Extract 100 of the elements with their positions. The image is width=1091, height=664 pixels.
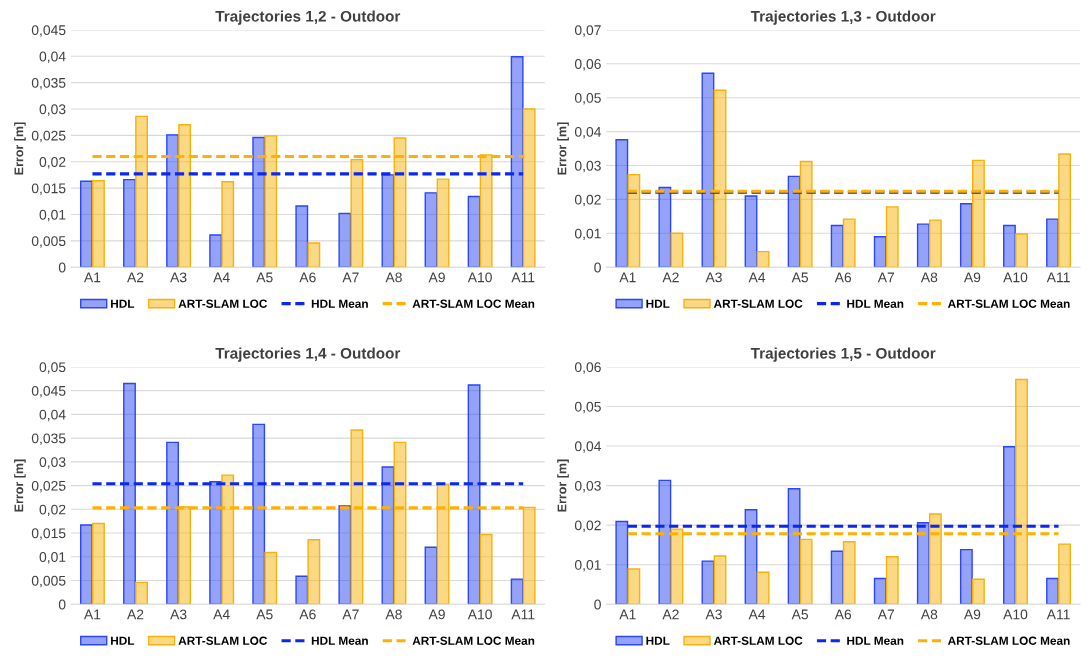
bar [627,173,641,268]
bar [799,160,813,268]
y-tick-label: 0,04 [574,441,602,453]
y-tick-label: 0,03 [574,480,601,493]
bar [209,234,223,268]
bar [670,528,684,605]
x-tick-label: A6 [834,272,852,283]
bar [916,223,930,268]
legend-label: ART-SLAM LOC [713,636,803,645]
x-tick-label: A3 [170,609,187,620]
bar [424,546,438,605]
bar [842,541,856,605]
bar [424,192,438,268]
x-tick-label: A2 [127,272,144,283]
bar [842,218,856,268]
bar [959,203,973,268]
bar [885,556,899,605]
bar [393,441,407,605]
bar [252,423,266,605]
bar [79,524,93,605]
x-tick-label: A6 [299,609,316,620]
legend-label: HDL Mean [847,636,904,645]
bar [658,479,672,605]
x-tick-label: A9 [428,609,445,620]
legend-label: ART-SLAM LOC Mean [412,299,535,308]
bar [123,382,136,605]
y-tick-label: 0,04 [39,409,66,422]
x-tick-label: A11 [511,272,535,283]
chart-title: Trajectories 1,2 - Outdoor [215,10,401,25]
x-tick-label: A7 [877,272,895,283]
bar [510,56,524,268]
bar [972,578,985,605]
x-tick-label: A1 [619,272,636,283]
y-axis-title: Error [m] [557,122,569,175]
y-tick-label: 0,025 [31,480,66,493]
x-tick-label: A4 [213,272,230,283]
x-tick-label: A2 [127,609,144,620]
bar [713,89,727,268]
bar [436,178,450,268]
bar [221,474,235,605]
y-tick-label: 0,05 [574,401,601,414]
bar [264,551,278,605]
bar [756,250,770,268]
bar [1058,543,1072,605]
y-tick-label: 0,01 [574,560,601,572]
y-tick-label: 0,04 [39,51,66,64]
bar [264,135,278,268]
bar [479,533,493,605]
bar [436,483,450,605]
x-tick-label: A7 [342,609,359,620]
y-tick-label: 0,02 [574,194,601,207]
bar [467,384,481,605]
x-tick-label: A6 [299,272,316,283]
bar [701,72,715,268]
legend-label: HDL Mean [311,636,368,645]
x-tick-label: A7 [342,272,359,283]
x-tick-label: A4 [748,609,766,620]
x-tick-label: A5 [256,609,273,620]
bar [350,429,364,605]
y-tick-label: 0,05 [574,93,601,105]
x-tick-label: A2 [662,609,679,620]
y-tick-label: 0,035 [31,77,66,90]
x-tick-label: A1 [83,609,101,620]
bar [135,115,148,268]
bar [467,195,481,268]
bar [670,232,684,268]
bar [307,538,321,605]
x-tick-label: A9 [963,609,981,620]
bar [972,159,985,268]
y-tick-label: 0,03 [39,104,66,116]
bar [522,506,536,605]
chart-title: Trajectories 1,4 - Outdoor [215,347,401,362]
x-tick-label: A9 [428,272,445,283]
bar [701,560,715,605]
bar [393,137,407,268]
legend-label: HDL [111,636,135,645]
bar [959,548,973,605]
y-tick-label: 0,06 [574,59,601,71]
x-tick-label: A3 [705,272,722,283]
bar [295,205,309,268]
bar [381,174,395,268]
y-tick-label: 0,01 [39,209,66,222]
legend-label: ART-SLAM LOC Mean [412,636,535,645]
x-tick-label: A7 [877,609,895,620]
y-tick-label: 0,015 [31,183,66,195]
x-tick-label: A6 [834,609,852,620]
x-tick-label: A8 [385,272,402,283]
y-tick-label: 0,01 [574,228,601,241]
bar [135,581,148,605]
y-axis-title: Error [m] [557,459,569,512]
bar [381,466,395,605]
x-tick-label: A1 [619,609,636,620]
bar [744,509,758,605]
bar [873,577,887,605]
y-tick-label: 0,025 [31,130,66,143]
bar [252,136,266,268]
bar [178,124,192,268]
y-tick-label: 0 [594,262,601,273]
x-tick-label: A10 [467,272,492,283]
y-tick-label: 0,03 [39,457,66,469]
